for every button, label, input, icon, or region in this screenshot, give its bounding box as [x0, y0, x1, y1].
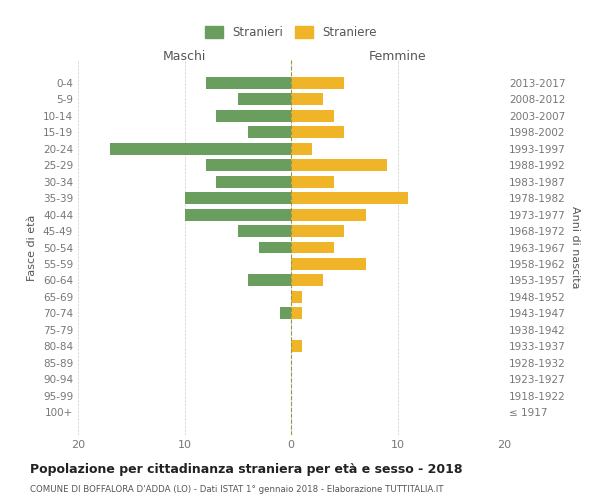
- Bar: [291, 291, 302, 303]
- Text: COMUNE DI BOFFALORA D'ADDA (LO) - Dati ISTAT 1° gennaio 2018 - Elaborazione TUTT: COMUNE DI BOFFALORA D'ADDA (LO) - Dati I…: [30, 485, 443, 494]
- Bar: [291, 340, 302, 352]
- Bar: [291, 242, 334, 254]
- Bar: [291, 308, 302, 319]
- Y-axis label: Fasce di età: Fasce di età: [28, 214, 37, 280]
- Bar: [248, 126, 291, 138]
- Bar: [238, 94, 291, 106]
- Bar: [291, 160, 387, 171]
- Bar: [185, 192, 291, 204]
- Bar: [291, 143, 313, 154]
- Bar: [291, 225, 344, 237]
- Bar: [291, 274, 323, 286]
- Bar: [206, 77, 291, 89]
- Bar: [291, 110, 334, 122]
- Bar: [259, 242, 291, 254]
- Bar: [291, 126, 344, 138]
- Bar: [238, 225, 291, 237]
- Bar: [291, 176, 334, 188]
- Bar: [206, 160, 291, 171]
- Bar: [217, 176, 291, 188]
- Bar: [291, 77, 344, 89]
- Bar: [185, 208, 291, 220]
- Bar: [110, 143, 291, 154]
- Legend: Stranieri, Straniere: Stranieri, Straniere: [200, 21, 382, 44]
- Bar: [291, 192, 408, 204]
- Bar: [291, 258, 365, 270]
- Text: Maschi: Maschi: [163, 50, 206, 63]
- Bar: [291, 208, 365, 220]
- Bar: [291, 94, 323, 106]
- Bar: [248, 274, 291, 286]
- Text: Popolazione per cittadinanza straniera per età e sesso - 2018: Popolazione per cittadinanza straniera p…: [30, 462, 463, 475]
- Bar: [217, 110, 291, 122]
- Y-axis label: Anni di nascita: Anni di nascita: [569, 206, 580, 289]
- Text: Femmine: Femmine: [368, 50, 427, 63]
- Bar: [280, 308, 291, 319]
